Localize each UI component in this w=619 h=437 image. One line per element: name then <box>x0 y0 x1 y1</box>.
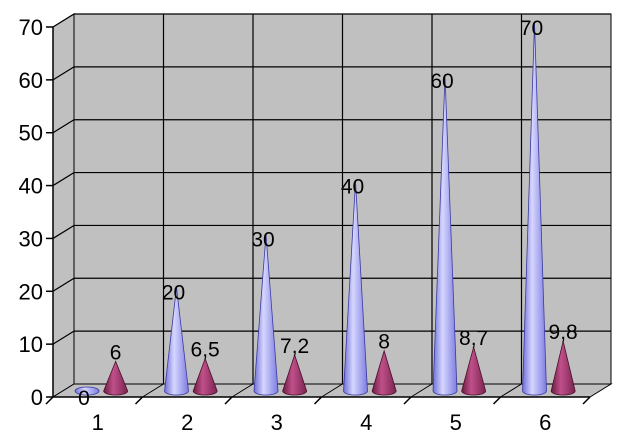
data-label: 6,5 <box>191 339 220 362</box>
cone-body <box>522 22 547 396</box>
y-tick-label: 20 <box>19 279 43 304</box>
cone-mark <box>432 75 458 396</box>
x-tick-mark <box>313 396 323 405</box>
cone-body <box>103 360 129 396</box>
x-tick-label: 1 <box>92 410 104 435</box>
x-tick-mark <box>403 396 412 405</box>
y-tick-label: 50 <box>19 121 43 146</box>
cone-body <box>371 349 397 396</box>
x-tick-label: 4 <box>360 410 372 435</box>
cone-mark <box>371 349 397 396</box>
cone-mark <box>522 22 547 396</box>
floor-divider <box>500 383 522 398</box>
cone-body <box>550 341 576 396</box>
data-label: 9,8 <box>549 321 578 344</box>
data-label: 40 <box>341 176 364 199</box>
x-tick-label: 3 <box>271 410 283 435</box>
x-tick-mark <box>224 396 233 405</box>
floor-divider <box>231 383 254 398</box>
cone-mark <box>282 353 308 396</box>
cone-mark <box>343 181 368 396</box>
floor-divider <box>321 383 343 398</box>
cone-body <box>432 75 458 396</box>
x-tick-mark <box>45 396 54 405</box>
cone-body <box>282 353 308 396</box>
x-tick-mark <box>492 396 502 405</box>
data-label: 30 <box>251 228 274 251</box>
cone-body <box>164 287 189 396</box>
x-tick-label: 2 <box>181 410 193 435</box>
cone-mark <box>74 386 100 396</box>
cone-mark <box>192 357 218 396</box>
cone-body <box>253 234 279 396</box>
floor-divider <box>410 383 433 398</box>
x-tick-mark <box>134 396 144 405</box>
cone-mark <box>461 345 487 396</box>
cone-body <box>192 357 218 396</box>
y-tick-label: 40 <box>19 174 43 199</box>
cone-mark <box>550 341 576 396</box>
floor-divider <box>142 383 164 398</box>
side-wall <box>52 13 75 398</box>
cone-body <box>343 181 368 396</box>
x-tick-label: 6 <box>539 410 551 435</box>
data-label: 6 <box>110 341 122 364</box>
x-tick-mark <box>582 396 591 405</box>
data-label: 7,2 <box>280 335 309 358</box>
y-tick-label: 10 <box>19 332 43 357</box>
data-label: 70 <box>520 17 543 40</box>
cone-body <box>74 386 100 396</box>
y-tick-label: 0 <box>31 385 43 410</box>
cone-body <box>461 345 487 396</box>
data-label: 8 <box>378 331 390 354</box>
y-tick-label: 60 <box>19 68 43 93</box>
y-tick-label: 70 <box>19 15 43 40</box>
y-tick-label: 30 <box>19 226 43 251</box>
data-label: 8,7 <box>459 327 488 350</box>
cone-mark <box>103 360 129 396</box>
cone-mark <box>164 287 189 396</box>
cone-mark <box>253 234 279 396</box>
data-label: 0 <box>78 387 90 410</box>
x-tick-label: 5 <box>450 410 462 435</box>
data-label: 60 <box>430 70 453 93</box>
data-label: 20 <box>162 281 185 304</box>
